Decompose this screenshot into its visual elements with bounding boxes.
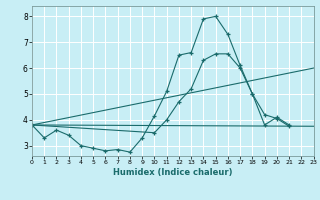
- X-axis label: Humidex (Indice chaleur): Humidex (Indice chaleur): [113, 168, 233, 177]
